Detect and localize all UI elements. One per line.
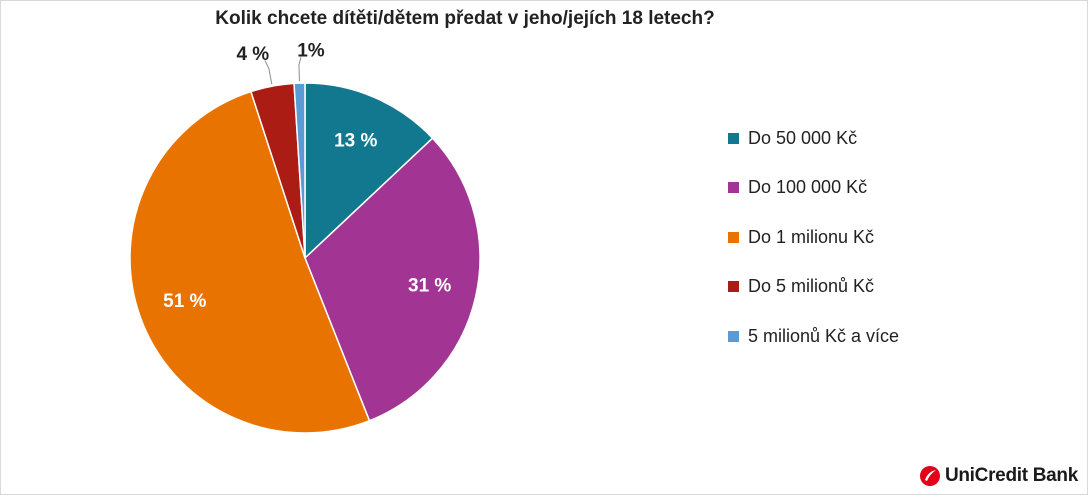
legend-label: Do 50 000 Kč — [748, 127, 858, 148]
legend-swatch — [728, 182, 739, 193]
data-label: 4 % — [236, 44, 269, 65]
data-label: 51 % — [163, 291, 206, 312]
legend-label: Do 5 milionů Kč — [748, 276, 875, 296]
chart-legend: Do 50 000 Kč Do 100 000 Kč Do 1 milionu Kč… — [728, 126, 899, 374]
legend-item: Do 50 000 Kč — [728, 126, 899, 150]
unicredit-logo-icon — [919, 466, 940, 486]
data-label: 13 % — [334, 130, 377, 151]
slice-do-50000 — [304, 82, 434, 260]
legend-item: Do 5 milionů Kč — [728, 275, 899, 299]
legend-label: Do 100 000 Kč — [748, 177, 868, 197]
legend-item: Do 100 000 Kč — [728, 176, 899, 200]
slice-5-milionu-a-vice — [293, 82, 306, 259]
legend-swatch — [728, 132, 739, 144]
legend-swatch — [728, 281, 739, 292]
brand-logo: UniCredit Bank — [919, 465, 1078, 487]
data-label: 31 % — [408, 275, 451, 296]
slice-do-100000 — [304, 137, 481, 422]
legend-label: 5 milionů Kč a více — [748, 325, 900, 346]
legend-swatch — [728, 330, 739, 342]
brand-name: UniCredit Bank — [944, 465, 1078, 486]
chart-title: Kolik chcete dítěti/dětem předat v jeho/… — [215, 8, 715, 29]
legend-item: Do 1 milionu Kč — [728, 225, 899, 249]
leader-line — [264, 60, 273, 85]
slice-do-1-milion — [129, 90, 371, 434]
legend-item: 5 milionů Kč a více — [728, 324, 899, 348]
leader-line — [298, 56, 302, 82]
data-label: 1% — [297, 41, 325, 62]
legend-label: Do 1 milionu Kč — [748, 226, 875, 247]
legend-swatch — [728, 231, 739, 243]
